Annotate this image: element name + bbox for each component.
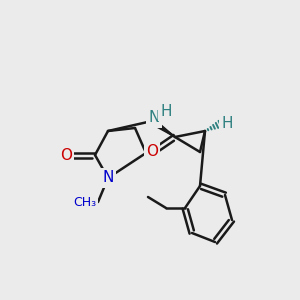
Text: H: H	[160, 103, 172, 118]
Text: CH₃: CH₃	[73, 196, 96, 209]
Text: H: H	[221, 116, 233, 130]
Text: O: O	[60, 148, 72, 163]
Text: N: N	[148, 110, 160, 125]
Text: O: O	[146, 145, 158, 160]
Text: N: N	[102, 170, 114, 185]
Polygon shape	[150, 118, 175, 137]
